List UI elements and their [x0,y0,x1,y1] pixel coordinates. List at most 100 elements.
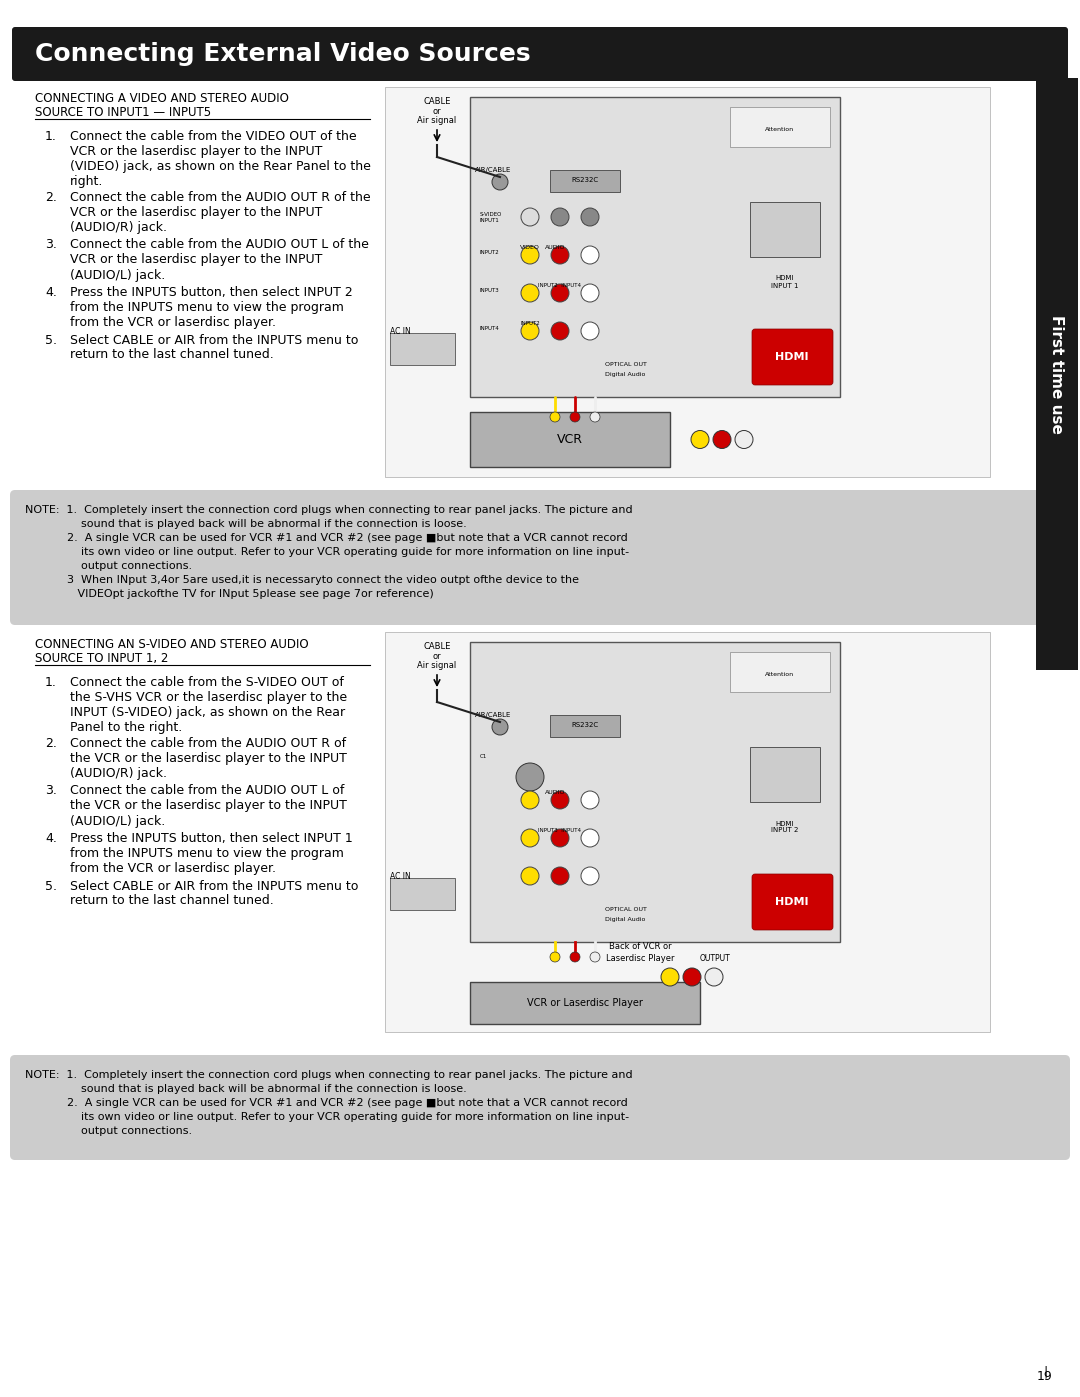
Circle shape [581,208,599,226]
Circle shape [551,828,569,847]
Circle shape [581,828,599,847]
Bar [470,643,840,942]
Text: HDMI
INPUT 1: HDMI INPUT 1 [771,275,799,289]
Circle shape [581,246,599,264]
Text: 5.: 5. [45,334,57,346]
Bar [750,747,820,802]
Text: AUDIO: AUDIO [544,789,565,795]
Text: Air signal: Air signal [417,661,457,671]
Text: NOTE:  1.  Completely insert the connection cord plugs when connecting to rear p: NOTE: 1. Completely insert the connectio… [25,504,633,515]
Text: Connect the cable from the AUDIO OUT R of
the VCR or the laserdisc player to the: Connect the cable from the AUDIO OUT R o… [70,738,347,780]
Circle shape [551,208,569,226]
Circle shape [551,791,569,809]
Circle shape [570,412,580,422]
Bar [384,87,990,476]
Text: 3.: 3. [45,239,57,251]
Text: or: or [433,108,442,116]
Bar [470,412,670,467]
Text: RS232C: RS232C [571,722,598,728]
Text: Back of VCR or: Back of VCR or [609,942,672,951]
Circle shape [521,284,539,302]
Text: AIR/CABLE: AIR/CABLE [475,712,511,718]
Text: 1.: 1. [45,130,57,142]
Bar [470,96,840,397]
Text: INPUT3: INPUT3 [480,288,500,293]
Text: CONNECTING A VIDEO AND STEREO AUDIO: CONNECTING A VIDEO AND STEREO AUDIO [35,92,288,105]
Text: Select CABLE or AIR from the INPUTS menu to
return to the last channel tuned.: Select CABLE or AIR from the INPUTS menu… [70,334,359,362]
Circle shape [570,951,580,963]
Text: or: or [433,652,442,661]
Text: Select CABLE or AIR from the INPUTS menu to
return to the last channel tuned.: Select CABLE or AIR from the INPUTS menu… [70,880,359,908]
Bar [390,332,455,365]
Circle shape [521,321,539,339]
Text: 1.: 1. [45,676,57,689]
Circle shape [521,208,539,226]
Circle shape [551,246,569,264]
Circle shape [581,868,599,886]
Circle shape [661,968,679,986]
Text: Connect the cable from the VIDEO OUT of the
VCR or the laserdisc player to the I: Connect the cable from the VIDEO OUT of … [70,130,370,189]
Text: |: | [1043,1365,1048,1377]
Text: CABLE: CABLE [423,96,450,106]
Text: INPUT2: INPUT2 [521,321,540,326]
Text: Connect the cable from the S-VIDEO OUT of
the S-VHS VCR or the laserdisc player : Connect the cable from the S-VIDEO OUT o… [70,676,347,733]
Text: 3.: 3. [45,785,57,798]
Text: Digital Audio: Digital Audio [605,916,646,922]
Circle shape [705,968,723,986]
Circle shape [551,284,569,302]
Bar [1036,78,1078,671]
Circle shape [550,951,561,963]
Bar [550,715,620,738]
Text: OUTPUT: OUTPUT [700,954,731,963]
Text: OPTICAL OUT: OPTICAL OUT [605,907,647,912]
Circle shape [492,175,508,190]
Text: sound that is played back will be abnormal if the connection is loose.: sound that is played back will be abnorm… [25,520,467,529]
Text: AC IN: AC IN [390,872,410,882]
Text: RS232C: RS232C [571,177,598,183]
Text: 2.  A single VCR can be used for VCR #1 and VCR #2 (see page ■but note that a VC: 2. A single VCR can be used for VCR #1 a… [25,1098,627,1108]
Circle shape [521,246,539,264]
Bar [730,108,831,147]
Text: OPTICAL OUT: OPTICAL OUT [605,362,647,367]
Text: Digital Audio: Digital Audio [605,372,646,377]
Text: Attention: Attention [766,127,795,131]
Circle shape [590,951,600,963]
FancyBboxPatch shape [10,1055,1070,1160]
Circle shape [521,868,539,886]
Text: INPUT2  INPUT4: INPUT2 INPUT4 [539,284,581,288]
Text: CABLE: CABLE [423,643,450,651]
Text: HDMI
INPUT 2: HDMI INPUT 2 [771,820,799,834]
Text: Connect the cable from the AUDIO OUT L of
the VCR or the laserdisc player to the: Connect the cable from the AUDIO OUT L o… [70,785,347,827]
Text: Press the INPUTS button, then select INPUT 2
from the INPUTS menu to view the pr: Press the INPUTS button, then select INP… [70,286,353,330]
Circle shape [590,412,600,422]
Text: S-VIDEO
INPUT1: S-VIDEO INPUT1 [480,212,502,222]
Text: AC IN: AC IN [390,327,410,337]
Text: VCR: VCR [557,433,583,446]
Text: 2.: 2. [45,191,57,204]
Text: 19: 19 [1036,1370,1052,1383]
Text: HDMI: HDMI [775,897,809,907]
Circle shape [581,791,599,809]
Text: output connections.: output connections. [25,562,192,571]
Circle shape [550,412,561,422]
Circle shape [581,284,599,302]
Circle shape [521,828,539,847]
Bar [470,982,700,1024]
FancyBboxPatch shape [752,875,833,930]
Text: Attention: Attention [766,672,795,678]
Circle shape [521,791,539,809]
Text: CONNECTING AN S-VIDEO AND STEREO AUDIO: CONNECTING AN S-VIDEO AND STEREO AUDIO [35,638,309,651]
Bar [390,877,455,909]
Circle shape [683,968,701,986]
Circle shape [492,719,508,735]
Text: output connections.: output connections. [25,1126,192,1136]
Text: Connect the cable from the AUDIO OUT L of the
VCR or the laserdisc player to the: Connect the cable from the AUDIO OUT L o… [70,239,369,282]
Text: its own video or line output. Refer to your VCR operating guide for more informa: its own video or line output. Refer to y… [25,548,630,557]
Text: NOTE:  1.  Completely insert the connection cord plugs when connecting to rear p: NOTE: 1. Completely insert the connectio… [25,1070,633,1080]
Circle shape [691,430,708,448]
Text: C1: C1 [480,754,487,759]
Circle shape [581,321,599,339]
Text: 5.: 5. [45,880,57,893]
Text: 2.  A single VCR can be used for VCR #1 and VCR #2 (see page ■but note that a VC: 2. A single VCR can be used for VCR #1 a… [25,534,627,543]
Text: SOURCE TO INPUT 1, 2: SOURCE TO INPUT 1, 2 [35,652,168,665]
